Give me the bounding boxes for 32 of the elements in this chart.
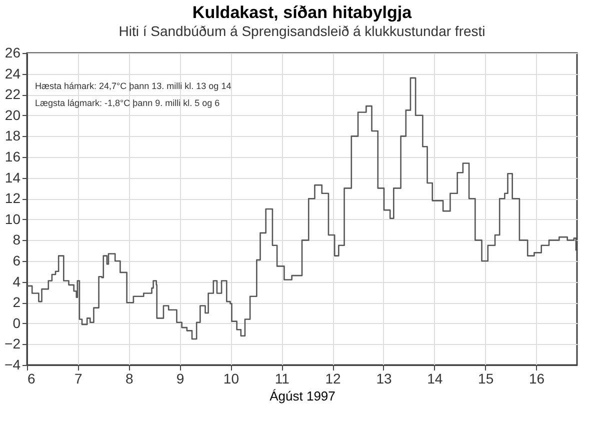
x-tick-label: 7 bbox=[74, 370, 83, 386]
y-tick-label: 6 bbox=[12, 252, 21, 268]
x-tick-label: 8 bbox=[125, 370, 134, 386]
y-tick-label: −2 bbox=[4, 336, 21, 352]
x-tick-label: 16 bbox=[528, 370, 545, 386]
y-tick-label: 10 bbox=[4, 210, 21, 227]
y-tick-label: 4 bbox=[12, 273, 21, 290]
x-tick-label: 12 bbox=[325, 370, 342, 386]
y-tick-label: 14 bbox=[4, 169, 21, 186]
x-tick-label: 10 bbox=[223, 370, 240, 386]
y-tick-label: 22 bbox=[4, 86, 21, 102]
y-tick-label: 20 bbox=[4, 106, 21, 123]
y-tick-label: 12 bbox=[4, 190, 21, 206]
x-tick-label: 15 bbox=[478, 370, 494, 386]
y-tick-label: 18 bbox=[4, 128, 21, 144]
annotation: Hæsta hámark: 24,7°C þann 13. milli kl. 13 og 14 bbox=[35, 81, 232, 91]
x-tick-label: 11 bbox=[274, 370, 290, 386]
x-tick-label: 9 bbox=[176, 370, 184, 386]
y-tick-label: 24 bbox=[4, 65, 21, 82]
x-tick-label: 14 bbox=[427, 370, 443, 386]
y-tick-label: 0 bbox=[12, 314, 21, 331]
x-tick-label: 6 bbox=[28, 370, 36, 386]
y-tick-label: 26 bbox=[4, 44, 21, 60]
y-tick-label: 2 bbox=[12, 294, 21, 310]
y-tick-label: 16 bbox=[4, 148, 21, 164]
chart-subtitle: Hiti í Sandbúðum á Sprengisandsleið á klukkustundar fresti bbox=[118, 23, 486, 39]
y-tick-label: −4 bbox=[4, 356, 21, 372]
y-tick-label: 8 bbox=[12, 232, 21, 248]
x-axis-title: Ágúst 1997 bbox=[270, 388, 336, 404]
chart-title: Kuldakast, síðan hitabylgja bbox=[192, 3, 412, 22]
x-tick-label: 13 bbox=[376, 370, 392, 386]
annotation: Lægsta lágmark: -1,8°C þann 9. milli kl. 5 og 6 bbox=[35, 98, 220, 108]
